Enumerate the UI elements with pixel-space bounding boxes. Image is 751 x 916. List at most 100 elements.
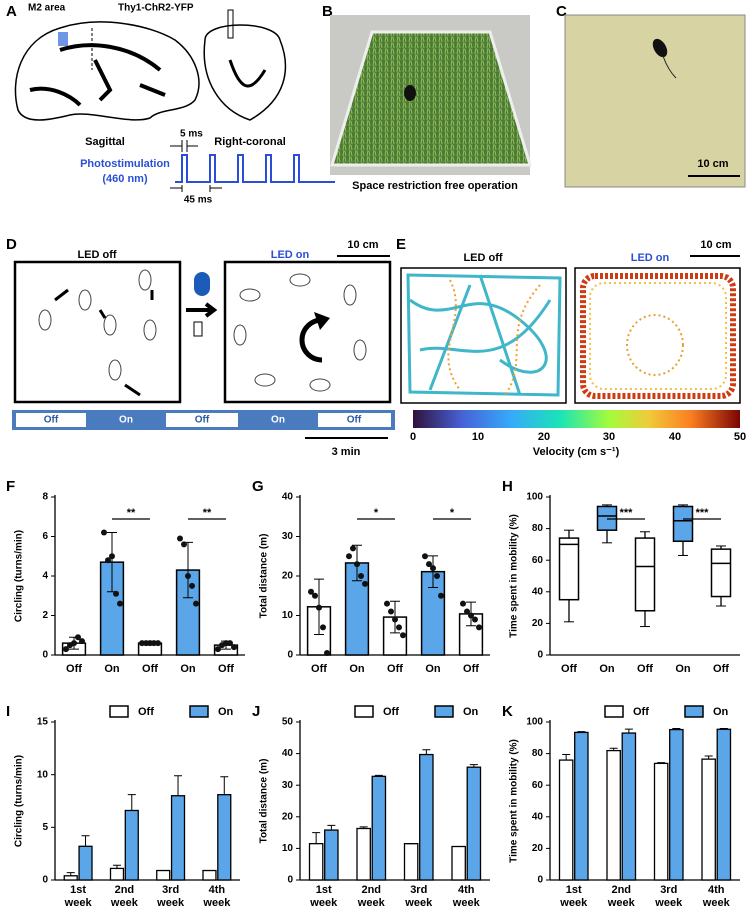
error-bar [577,731,586,733]
panel-label: D [6,236,17,253]
data-point [350,545,356,552]
y-tick-label: 10 [282,843,294,854]
annotation: 45 ms [184,195,213,206]
colorbar-tick: 30 [603,431,615,443]
bar [606,749,621,881]
condition-label: LED off [463,252,502,264]
annotation: 5 ms [180,129,203,140]
y-tick-label: 2 [42,610,48,621]
mouse [652,38,668,58]
bar [653,762,669,881]
y-axis-label: Circling (turns/min) [14,530,25,622]
error-bar [422,749,431,755]
grass-arena [329,30,533,167]
y-tick-label: 20 [282,811,294,822]
caption: Space restriction free operation [352,180,518,192]
legend-label: On [713,706,729,718]
bar [217,794,232,881]
error-bar [174,775,183,796]
box [634,537,656,612]
significance-label: ** [127,507,136,519]
y-tick-label: 20 [532,843,544,854]
bar [451,845,466,881]
y-tick-label: 0 [537,650,543,661]
annotation: Thy1-ChR2-YFP [118,3,194,14]
colorbar-tick: 40 [669,431,681,443]
data-point [75,634,81,641]
x-tick-label: Off [218,663,234,675]
data-point [79,638,85,645]
y-axis-label: Total distance (m) [259,759,270,844]
bar [466,766,482,881]
error-bar [704,755,713,760]
panel-label: A [6,3,17,20]
x-tick-label: Off [637,663,653,675]
box [672,505,694,542]
x-tick-label-box: 2nd week [111,884,138,909]
x-tick-label: Off [142,663,158,675]
x-tick-label: 3rd week [655,884,683,909]
bar [156,869,171,881]
legend-label: On [463,706,479,718]
y-tick-label: 10 [37,769,49,780]
x-tick-label: 2nd week [607,884,635,909]
legend-swatch [109,705,129,718]
y-tick-label: 0 [287,875,293,886]
legend-swatch [684,705,704,718]
data-point [101,529,107,536]
data-point [476,624,482,631]
data-point [430,565,436,572]
condition-label: LED on [271,249,310,261]
x-tick-label: 4th week [452,884,480,909]
x-tick-label: 4th week [203,884,231,909]
x-tick-label-box: 2nd week [607,884,635,909]
y-tick-label: 8 [42,492,48,503]
error-bar [312,832,321,844]
y-tick-label: 0 [42,875,48,886]
error-bar [719,727,728,730]
error-bar [469,764,478,768]
bar [356,827,371,881]
y-tick-label: 60 [532,780,544,791]
x-tick-label-box: 4th week [703,884,730,909]
data-point [384,600,390,607]
significance-label: *** [620,507,634,519]
data-point [308,588,314,595]
timeline-label: On [119,415,133,426]
trajectory [447,279,541,396]
x-tick-label: 2nd week [357,884,385,909]
colorbar-tick: 0 [410,431,416,443]
data-point [362,580,368,587]
x-tick-label-box: 1st week [560,884,587,909]
coronal-outline [203,24,287,121]
error-bar [672,727,681,730]
error-bar [327,824,336,831]
view-label: Sagittal [85,136,125,148]
x-tick-label-box: 1st week [310,884,337,909]
legend-label: On [218,706,234,718]
panel-label: H [502,478,513,495]
data-point [113,590,119,597]
y-tick-label: 20 [532,618,544,629]
bar [63,875,78,881]
x-tick-label: On [104,663,120,675]
x-tick-label-box: 4th week [203,884,231,909]
y-tick-label: 40 [282,748,294,759]
error-bar [624,728,633,734]
significance-label: ** [203,507,212,519]
y-axis-label: Time spent in mobility (%) [509,739,520,863]
x-tick-label: 3rd week [157,884,185,909]
x-tick-label-box: 3rd week [655,884,683,909]
bar [558,759,574,881]
error-bar [562,754,571,761]
bar [170,795,186,881]
annotation: M2 area [28,3,66,14]
box [596,505,618,531]
arrowhead [314,312,330,330]
data-point [185,573,191,579]
x-tick-label: Off [713,663,729,675]
colorbar-tick: 10 [472,431,484,443]
timeline-cell [318,413,391,427]
condition-label: LED off [77,249,116,261]
legend-swatch [189,705,209,718]
